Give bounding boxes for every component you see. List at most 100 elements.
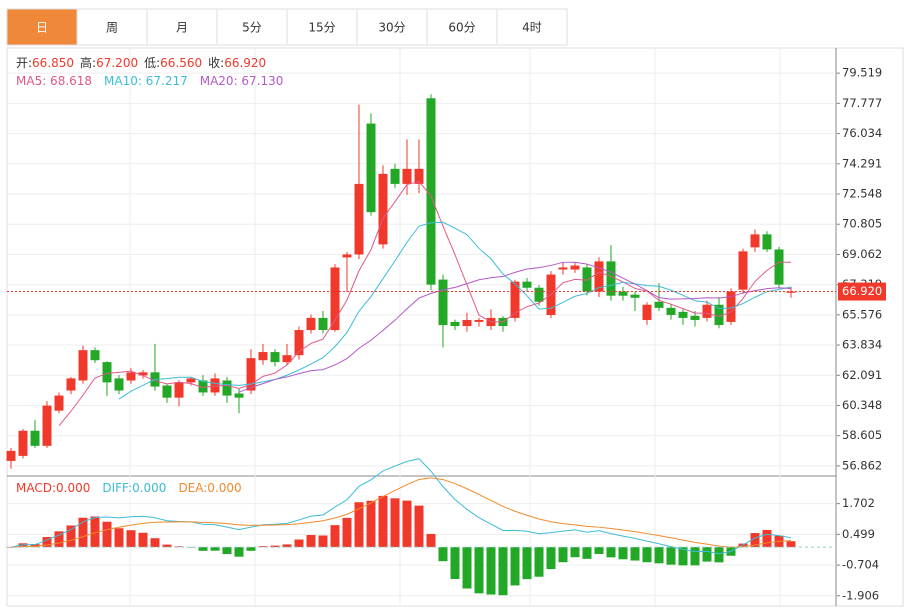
macd-legend-entry: DIFF:0.000 [102,481,166,495]
y-tick-label: 56.862 [842,458,882,472]
tab-label: 15分 [308,21,335,35]
ma-line [238,261,792,393]
tab[interactable] [356,8,428,46]
macd-bar [258,546,268,548]
candle-body [114,378,124,391]
candle-body [42,405,52,446]
candle-body [234,393,244,398]
candle-body [66,378,76,391]
candle-body [750,234,760,248]
macd-bar [546,547,556,570]
macd-bar [126,530,136,548]
y-tick-label: 69.062 [842,247,882,261]
candle-body [390,168,400,184]
macd-bar [198,547,208,551]
macd-bar [222,547,232,555]
candle-body [510,281,520,318]
tab-label: 5分 [242,21,262,35]
tab[interactable] [286,8,358,46]
candle-body [654,301,664,308]
ohlc-info: 开:66.850 高:67.200 低:66.560 收:66.920 [16,55,266,70]
last-price-box [838,282,886,301]
tab[interactable] [496,8,568,46]
ma-legend-entry: MA20: 67.130 [200,74,284,88]
y-tick-label: 60.348 [842,398,882,412]
candle-body [570,265,580,270]
tab[interactable] [6,8,78,46]
y-tick-label: 70.805 [842,217,882,231]
macd-bar [606,547,616,558]
y-tick-label: 0.499 [842,527,875,541]
info-label: 低: [144,56,160,70]
candle-body [126,372,136,381]
tab[interactable] [146,8,218,46]
candle-body [726,291,736,322]
macd-legend: MACD:0.000 DIFF:0.000 DEA:0.000 [16,481,242,495]
tabs: 日 周 月 5分 15分 30分 60分 4时 [6,8,568,46]
macd-bar [714,547,724,563]
tab-label: 60分 [448,21,475,35]
info-label: 开: [16,56,32,70]
macd-bar [666,547,676,565]
frame [6,47,904,607]
candle-body [294,330,304,356]
tab[interactable] [216,8,288,46]
y-tick-label: 63.834 [842,338,882,352]
y-tick-label: 72.548 [842,186,882,200]
macd-bar [6,547,16,548]
candle-body [522,281,532,288]
candle-body [342,254,352,258]
ma-legend-entry: MA5: 68.618 [16,74,92,88]
candle-body [402,168,412,184]
candle-body [54,395,64,411]
candle-body [90,350,100,361]
candle-body [738,251,748,290]
candle-body [18,430,28,456]
macd-bar [282,544,292,548]
candle-body [642,304,652,320]
candle-body [366,123,376,213]
candle-body [270,352,280,363]
tab-label: 4时 [522,21,542,35]
macd-bar [654,547,664,564]
macd-legend-entry: MACD:0.000 [16,481,90,495]
y-tick-label: 65.576 [842,307,882,321]
macd-bar [114,528,124,548]
candle-body [138,372,148,376]
macd-bar [534,547,544,577]
info-value: 66.850 [32,56,74,70]
macd-bar [510,547,520,586]
macd-bar [210,547,220,551]
candle-body [462,319,472,327]
candle-body [606,261,616,296]
macd-bar [162,544,172,548]
macd-bar [246,547,256,551]
candle-body [282,355,292,363]
candle-body [618,291,628,296]
candle-body [186,378,196,383]
candle-body [438,279,448,326]
macd-bar [330,525,340,548]
macd-bar [102,521,112,548]
candle-body [426,98,436,285]
macd-bar [390,498,400,548]
y-tick-label: 77.777 [842,96,882,110]
macd-bar [54,531,64,548]
macd-bar [294,539,304,548]
macd-bar [690,547,700,566]
macd-bar [174,546,184,548]
info-label: 高: [80,55,96,70]
macd-bar [438,547,448,562]
ma-line [58,180,791,427]
candle-body [450,321,460,327]
macd-bar [30,543,40,548]
candle-body [6,450,16,461]
candle-body [318,317,328,331]
last-price-label: 66.920 [842,284,882,298]
candle-body [474,319,484,322]
ma-line [118,221,792,400]
macd-bar [750,532,760,548]
candle-body [678,311,688,318]
candle-body [762,234,772,250]
